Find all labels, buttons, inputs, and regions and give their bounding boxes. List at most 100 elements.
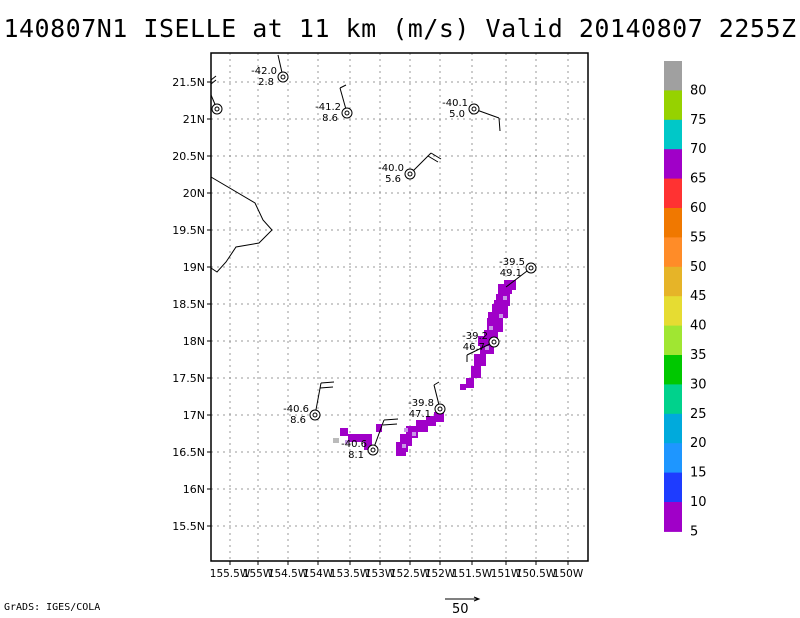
colorbar-label: 45 — [690, 289, 707, 304]
colorbar-segment — [664, 296, 682, 327]
station-wind-speed: 49.1 — [500, 268, 522, 279]
station-marker — [468, 103, 480, 115]
longitude-labels: 155.5W155W154.5W154W153.5W153W152.5W152W… — [210, 561, 584, 580]
color-scale-bar: 80 75 70 65 60 55 50 45 40 35 30 25 20 15 10 5 — [664, 61, 707, 539]
radar-cell — [504, 280, 516, 290]
station-temperature: -40.0 — [378, 163, 404, 174]
station-wind-speed: 2.8 — [258, 77, 274, 88]
station-temperature: -40.6 — [341, 439, 367, 450]
station-wind-speed: 8.6 — [290, 415, 306, 426]
scale-arrow — [445, 596, 481, 602]
station-marker — [211, 103, 223, 115]
colorbar-label: 65 — [690, 172, 707, 187]
colorbar-segment — [664, 149, 682, 180]
colorbar-label: 5 — [690, 524, 698, 539]
lat-tick-label: 21N — [183, 113, 205, 126]
lat-tick-label: 16N — [183, 483, 205, 496]
colorbar-label: 15 — [690, 466, 707, 481]
lon-tick-label: 152.5W — [390, 568, 431, 580]
colorbar-segment — [664, 178, 682, 209]
station-temperature: -41.2 — [315, 102, 341, 113]
colorbar-segment — [664, 119, 682, 150]
radar-cell — [426, 416, 436, 426]
station-marker-core — [312, 412, 318, 418]
station-marker — [367, 444, 379, 456]
colorbar-segment — [664, 266, 682, 297]
station-marker-core — [471, 106, 477, 112]
colorbar-label: 80 — [690, 83, 707, 98]
station-wind-speed: 5.0 — [449, 109, 465, 120]
radar-cell — [460, 384, 466, 390]
station-wind-speed: 5.6 — [385, 174, 401, 185]
lat-tick-label: 16.5N — [172, 446, 205, 459]
station-marker-core — [344, 110, 350, 116]
lon-tick-label: 154.5W — [268, 568, 309, 580]
station-marker — [277, 71, 289, 83]
lon-tick-label: 155.5W — [210, 568, 251, 580]
radar-echoes — [333, 280, 516, 456]
colorbar-label: 35 — [690, 348, 707, 363]
colorbar-segment — [664, 502, 682, 532]
lon-tick-label: 151.5W — [452, 568, 493, 580]
colorbar-segment — [664, 443, 682, 474]
lon-tick-label: 150W — [553, 568, 584, 580]
lon-tick-label: 153.5W — [330, 568, 371, 580]
lat-tick-label: 19.5N — [172, 224, 205, 237]
lat-tick-label: 17.5N — [172, 372, 205, 385]
station-marker-core — [491, 339, 497, 345]
radar-cell — [485, 346, 489, 350]
radar-cell — [478, 336, 494, 346]
radar-cell — [499, 314, 503, 318]
colorbar-label: 25 — [690, 407, 707, 422]
colorbar-label: 10 — [690, 495, 707, 510]
station-marker-core — [437, 406, 443, 412]
radar-cell — [488, 312, 502, 324]
lat-tick-label: 18.5N — [172, 298, 205, 311]
lon-tick-label: 151W — [491, 568, 522, 580]
station-marker — [525, 262, 537, 274]
station-marker — [404, 168, 416, 180]
radar-cell — [416, 420, 428, 432]
colorbar-label: 75 — [690, 113, 707, 128]
latitude-labels: 21.5N 21N 20.5N 20N 19.5N 19N 18.5N 18N 17.5N 17N… — [172, 76, 211, 533]
radar-cell — [348, 434, 360, 442]
colorbar-label: 70 — [690, 142, 707, 157]
colorbar-segment — [664, 384, 682, 415]
station-wind-speed: 8.1 — [348, 450, 364, 461]
colorbar-label: 20 — [690, 436, 707, 451]
station-marker-core — [370, 447, 376, 453]
station-temperature: -42.0 — [251, 66, 277, 77]
station-marker — [434, 403, 446, 415]
radar-cell — [471, 366, 481, 378]
radar-cell — [489, 326, 493, 330]
radar-cell — [364, 442, 372, 450]
lat-tick-label: 17N — [183, 409, 205, 422]
colorbar-segment — [664, 325, 682, 356]
station-marker-core — [214, 106, 220, 112]
radar-cell — [474, 354, 486, 366]
lon-tick-label: 154W — [303, 568, 334, 580]
radar-cell — [358, 434, 372, 442]
lat-tick-label: 21.5N — [172, 76, 205, 89]
radar-cell — [466, 378, 474, 388]
station-wind-speed: 46.7 — [463, 342, 485, 353]
lat-tick-label: 20.5N — [172, 150, 205, 163]
radar-cell — [412, 432, 416, 436]
colorbar-segment — [664, 61, 682, 91]
radar-cell — [494, 300, 504, 308]
colorbar-segment — [664, 355, 682, 385]
station-marker — [309, 409, 321, 421]
station-wind-speed: 47.1 — [409, 409, 431, 420]
station-temperature: -40.1 — [442, 98, 468, 109]
lat-tick-label: 19N — [183, 261, 205, 274]
lon-tick-label: 152W — [425, 568, 456, 580]
grid-lines — [211, 53, 588, 561]
colorbar-label: 55 — [690, 230, 707, 245]
colorbar-label: 50 — [690, 260, 707, 275]
station-temperature: -40.6 — [283, 404, 309, 415]
colorbar-segment — [664, 472, 682, 503]
lon-tick-label: 150.5W — [516, 568, 557, 580]
radar-cell — [434, 412, 444, 422]
radar-cell — [345, 440, 349, 444]
